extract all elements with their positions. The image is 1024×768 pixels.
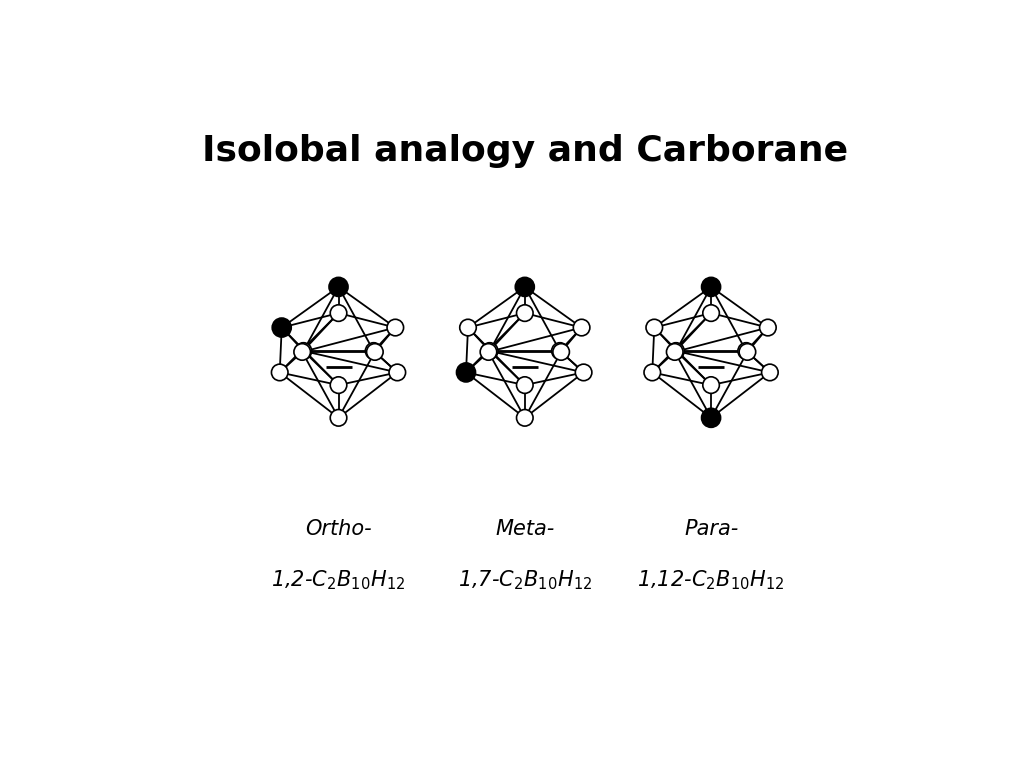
Circle shape xyxy=(701,409,721,427)
Circle shape xyxy=(668,343,684,359)
Circle shape xyxy=(762,364,778,381)
Circle shape xyxy=(701,277,721,296)
Circle shape xyxy=(738,343,755,359)
Text: 1,7-C$_2$B$_{10}$H$_{12}$: 1,7-C$_2$B$_{10}$H$_{12}$ xyxy=(458,568,592,592)
Circle shape xyxy=(553,343,569,360)
Circle shape xyxy=(480,343,497,360)
Circle shape xyxy=(516,409,534,426)
Circle shape xyxy=(331,377,347,393)
Text: Isolobal analogy and Carborane: Isolobal analogy and Carborane xyxy=(202,134,848,168)
Circle shape xyxy=(667,343,683,360)
Circle shape xyxy=(552,343,568,359)
Circle shape xyxy=(295,343,311,359)
Circle shape xyxy=(460,319,476,336)
Circle shape xyxy=(644,364,660,381)
Circle shape xyxy=(331,305,347,321)
Circle shape xyxy=(367,343,383,360)
Circle shape xyxy=(515,277,535,296)
Circle shape xyxy=(573,319,590,336)
Circle shape xyxy=(739,343,756,360)
Circle shape xyxy=(331,409,347,426)
Text: Ortho-: Ortho- xyxy=(305,518,372,538)
Circle shape xyxy=(516,377,534,393)
Circle shape xyxy=(516,305,534,321)
Circle shape xyxy=(387,319,403,336)
Circle shape xyxy=(702,305,719,321)
Circle shape xyxy=(294,343,310,360)
Circle shape xyxy=(271,364,288,381)
Circle shape xyxy=(389,364,406,381)
Text: 1,12-C$_2$B$_{10}$H$_{12}$: 1,12-C$_2$B$_{10}$H$_{12}$ xyxy=(637,568,784,592)
Circle shape xyxy=(760,319,776,336)
Text: Para-: Para- xyxy=(684,518,738,538)
Circle shape xyxy=(702,377,719,393)
Circle shape xyxy=(481,343,498,359)
Text: 1,2-C$_2$B$_{10}$H$_{12}$: 1,2-C$_2$B$_{10}$H$_{12}$ xyxy=(271,568,406,592)
Circle shape xyxy=(575,364,592,381)
Circle shape xyxy=(457,363,475,382)
Circle shape xyxy=(329,277,348,296)
Circle shape xyxy=(646,319,663,336)
Circle shape xyxy=(272,318,291,337)
Text: Meta-: Meta- xyxy=(496,518,554,538)
Circle shape xyxy=(366,343,382,359)
